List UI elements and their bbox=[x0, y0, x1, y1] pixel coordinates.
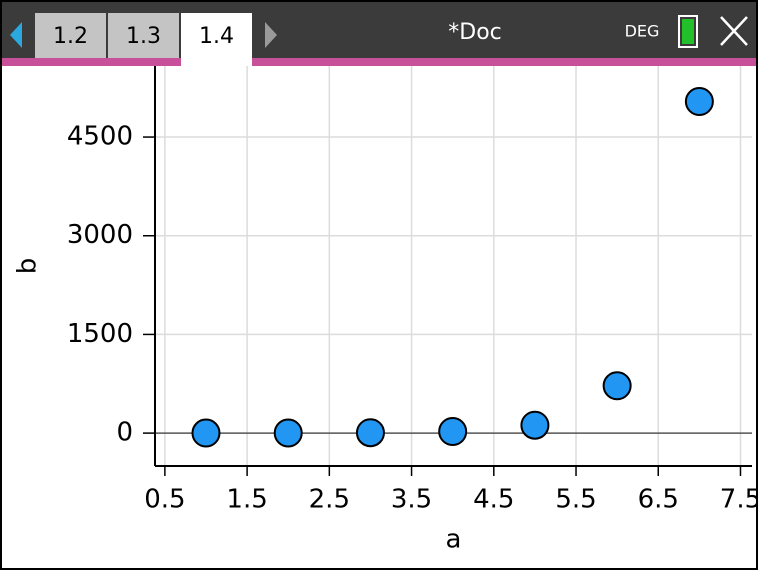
x-tick-label: 0.5 bbox=[144, 485, 185, 515]
tab-label: 1.4 bbox=[199, 24, 234, 49]
angle-mode: DEG bbox=[625, 22, 660, 41]
data-point bbox=[273, 418, 303, 448]
x-tick-label: 6.5 bbox=[638, 485, 679, 515]
tab-right-arrow[interactable] bbox=[265, 22, 277, 48]
tab-underline bbox=[0, 58, 758, 66]
data-point bbox=[602, 371, 632, 401]
y-tick-label: 0 bbox=[116, 418, 133, 448]
data-point bbox=[355, 418, 385, 448]
data-point bbox=[684, 87, 714, 117]
x-tick-label: 3.5 bbox=[391, 485, 432, 515]
tab[interactable] bbox=[108, 13, 179, 58]
tab-label: 1.2 bbox=[53, 24, 88, 49]
y-tick-label: 1500 bbox=[67, 319, 133, 349]
x-tick-label: 2.5 bbox=[309, 485, 350, 515]
x-axis-label: a bbox=[446, 525, 462, 555]
battery-level bbox=[682, 19, 694, 44]
document-title: *Doc bbox=[448, 20, 502, 45]
y-tick-label: 3000 bbox=[67, 220, 133, 250]
tab-label: 1.3 bbox=[126, 24, 161, 49]
tab[interactable] bbox=[35, 13, 106, 58]
x-tick-label: 5.5 bbox=[555, 485, 596, 515]
close-button[interactable] bbox=[720, 16, 748, 46]
y-tick-label: 4500 bbox=[67, 122, 133, 152]
x-tick-label: 1.5 bbox=[226, 485, 267, 515]
data-point bbox=[438, 417, 468, 447]
tab-left-arrow[interactable] bbox=[10, 22, 22, 48]
data-point bbox=[520, 410, 550, 440]
x-tick-label: 4.5 bbox=[473, 485, 514, 515]
x-tick-label: 7.5 bbox=[720, 485, 758, 515]
battery bbox=[678, 15, 698, 48]
data-point bbox=[191, 418, 221, 448]
tab[interactable] bbox=[181, 13, 252, 66]
y-axis-label: b bbox=[13, 258, 43, 275]
